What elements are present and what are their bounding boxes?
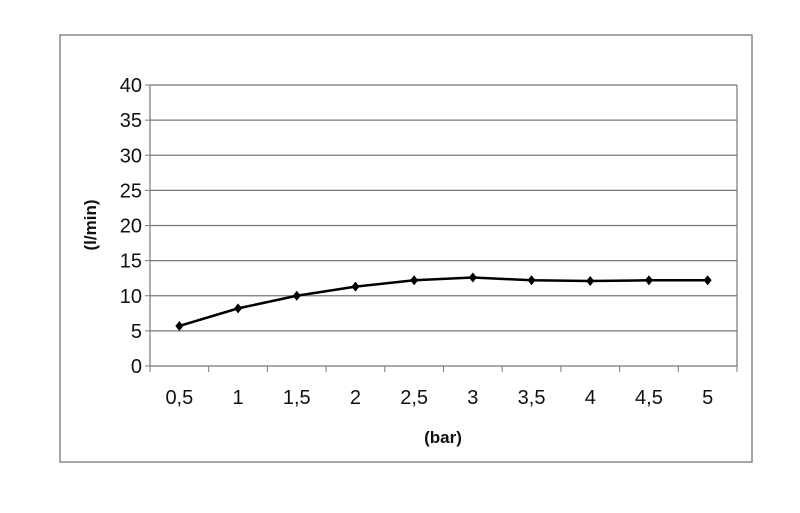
- y-tick-label: 35: [120, 110, 142, 132]
- y-axis-label: (l/min): [81, 200, 100, 251]
- y-tick-label: 5: [131, 321, 142, 343]
- data-point: [410, 275, 419, 286]
- x-axis-label: (bar): [424, 428, 462, 447]
- y-tick-label: 30: [120, 145, 142, 167]
- data-point: [292, 290, 301, 301]
- x-tick-label: 4: [585, 387, 596, 409]
- x-tick-label: 4,5: [635, 387, 663, 409]
- x-tick-label: 1: [232, 387, 243, 409]
- data-point: [586, 275, 595, 286]
- x-tick-label: 0,5: [165, 387, 193, 409]
- data-point: [234, 303, 243, 314]
- y-tick-label: 25: [120, 180, 142, 202]
- y-tick-label: 20: [120, 216, 142, 238]
- data-point: [351, 281, 360, 292]
- chart-border: [59, 34, 753, 463]
- data-point: [703, 275, 712, 286]
- data-point: [644, 275, 653, 286]
- y-tick-label: 10: [120, 286, 142, 308]
- x-tick-label: 1,5: [283, 387, 311, 409]
- y-tick-label: 0: [131, 356, 142, 378]
- x-tick-label: 2,5: [400, 387, 428, 409]
- data-point: [527, 275, 536, 286]
- data-point: [468, 272, 477, 283]
- x-tick-label: 5: [702, 387, 713, 409]
- series-line: [178, 276, 708, 328]
- x-tick-label: 2: [350, 387, 361, 409]
- y-tick-label: 40: [120, 75, 142, 97]
- data-point: [175, 320, 184, 331]
- x-tick-label: 3,5: [518, 387, 546, 409]
- y-tick-label: 15: [120, 251, 142, 273]
- x-tick-label: 3: [467, 387, 478, 409]
